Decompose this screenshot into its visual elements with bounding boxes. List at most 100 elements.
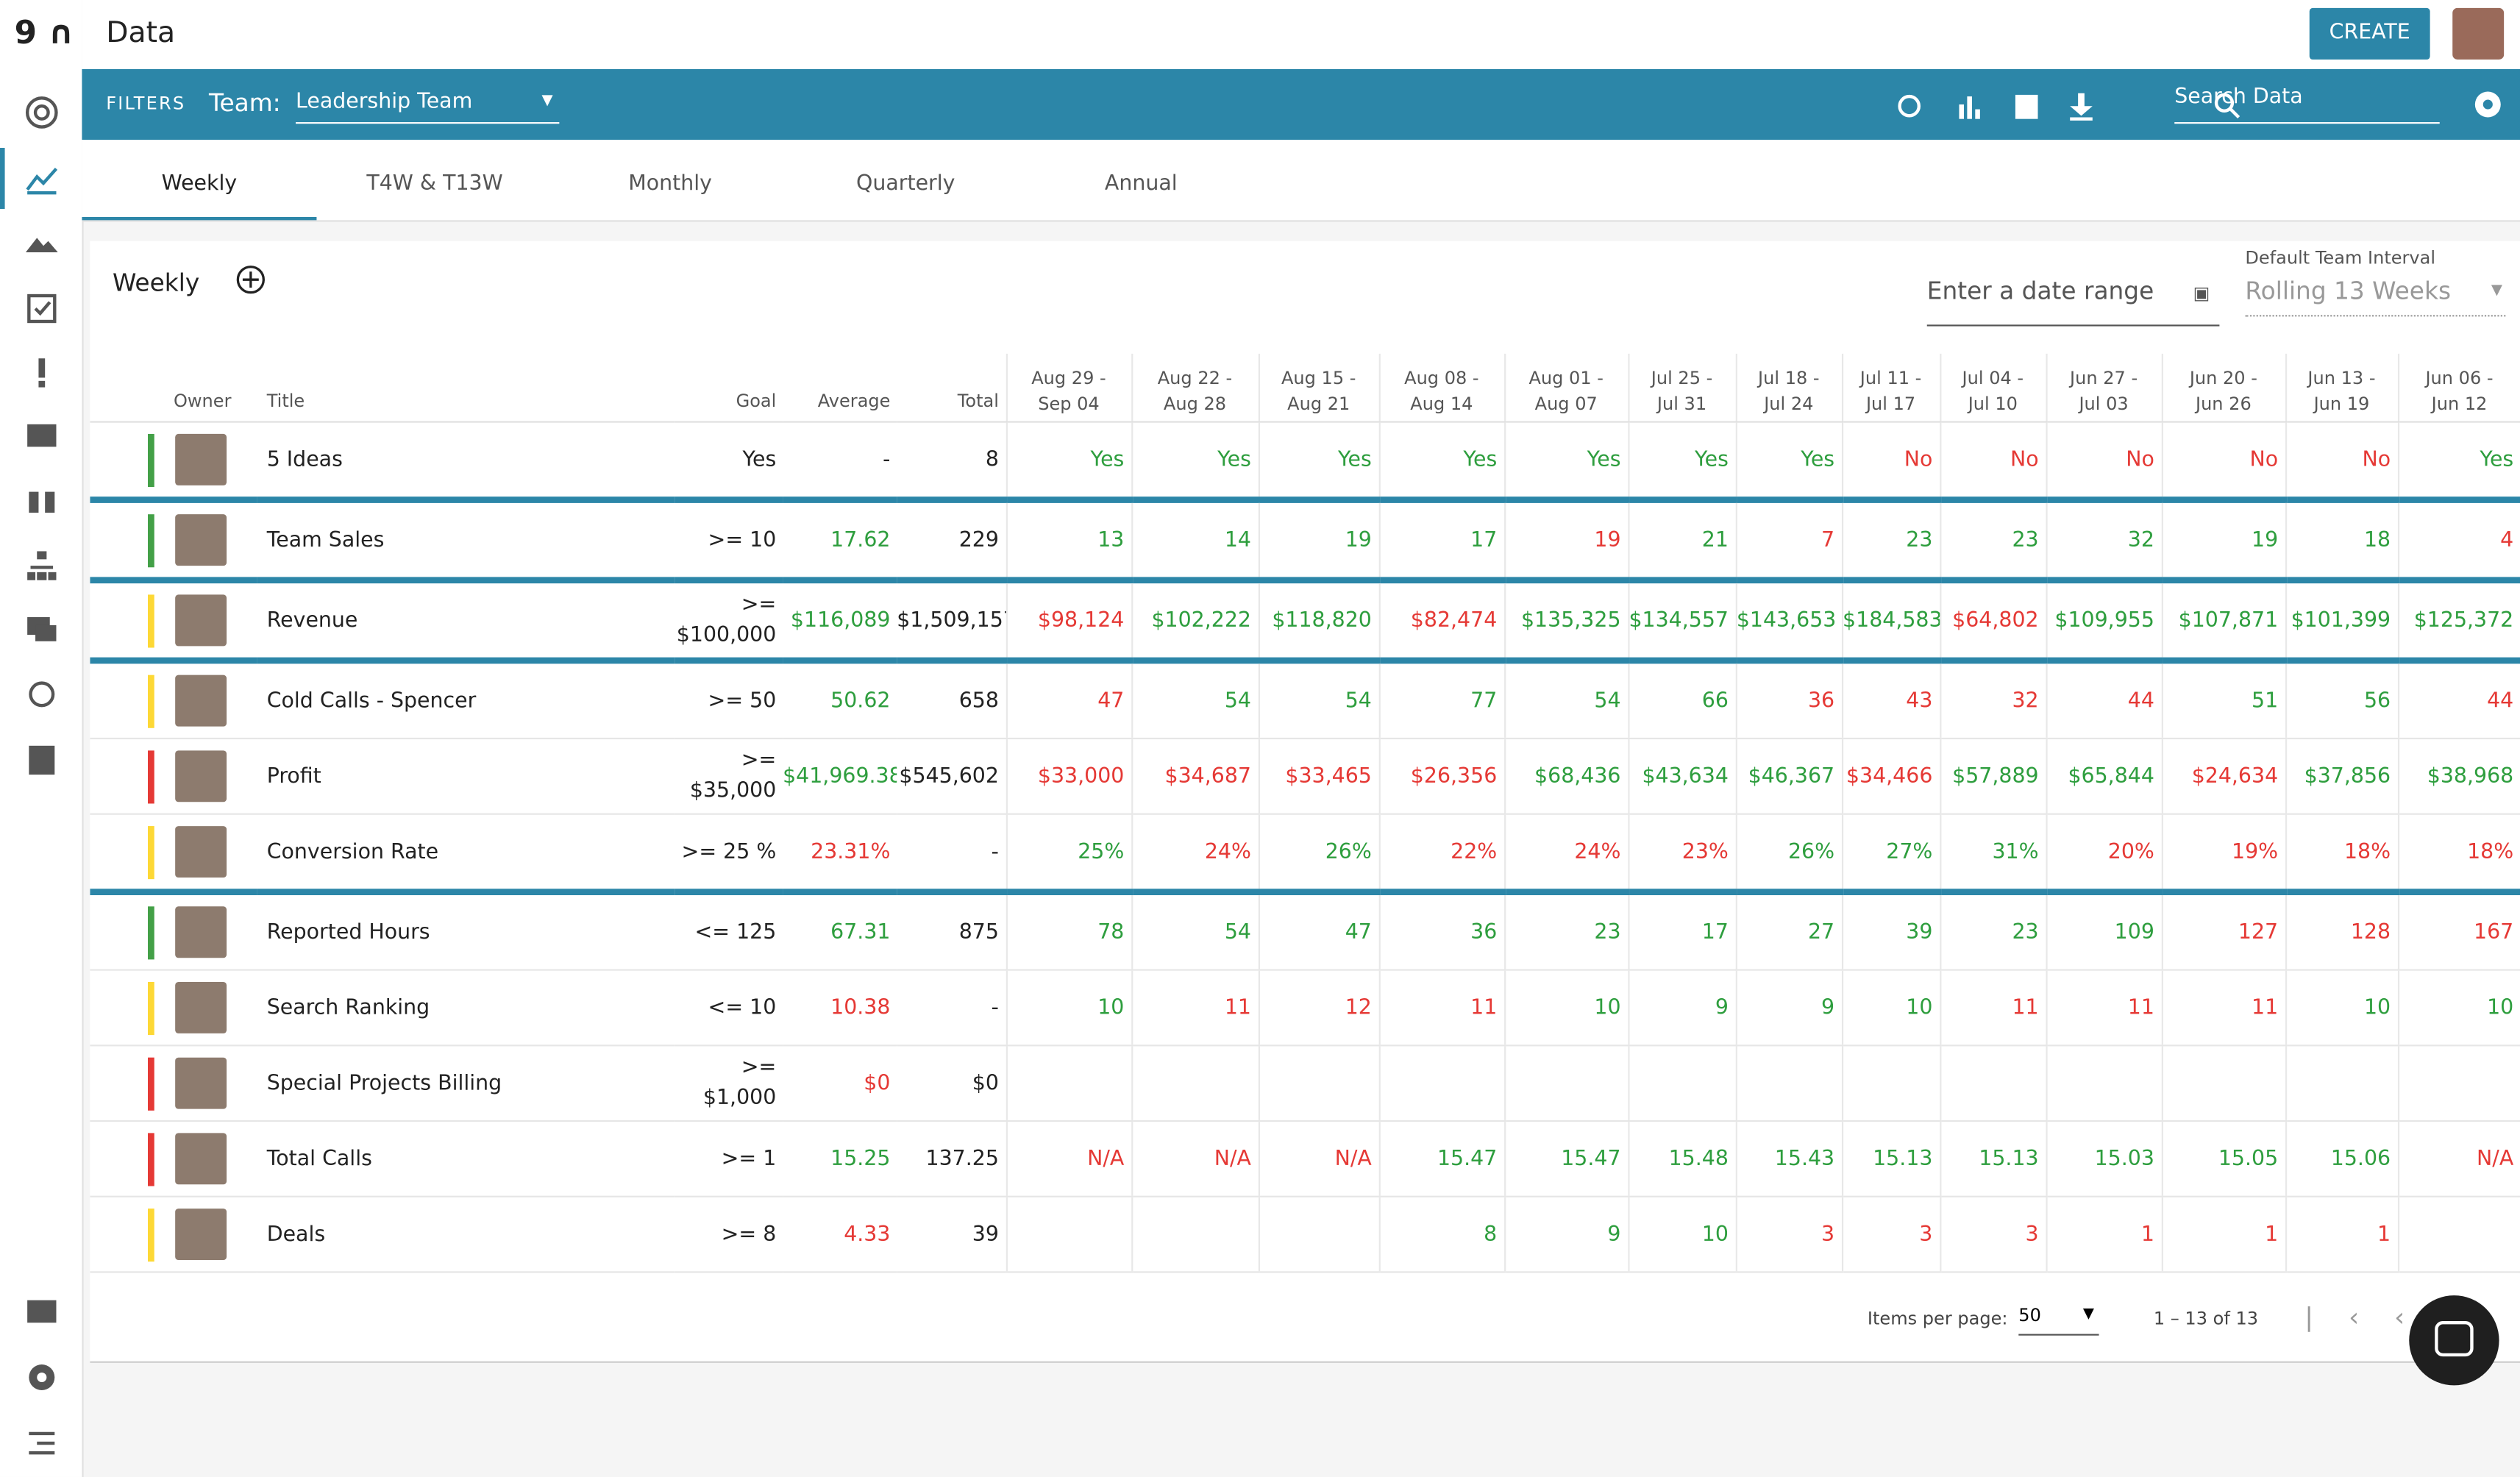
nav-meetings[interactable] [24,612,60,647]
week-header: Jun 13 - Jun 19 [2284,353,2398,423]
week-value: 27% [1840,814,1940,895]
week-value: $65,844 [2045,738,2162,815]
average: 23.31% [783,814,897,895]
average-header: Average [783,353,897,423]
week-value: 54 [1257,661,1379,740]
total: $545,602 [897,738,1006,815]
total: 39 [897,1196,1006,1273]
page-size-select[interactable]: 50 ▼ [2018,1305,2099,1336]
nav-settings[interactable] [24,1359,60,1395]
week-value: $43,634 [1627,738,1736,815]
total: $0 [897,1045,1006,1122]
nav-data[interactable] [24,160,60,196]
week-value: 1 [2045,1196,2162,1273]
week-value: 15.43 [1734,1121,1842,1197]
week-value: 56 [2284,661,2398,740]
row-title: Cold Calls - Spencer [257,661,675,740]
week-start: Jul 18 - [1758,368,1820,389]
status-bar [148,1133,154,1186]
week-value: 7 [1734,499,1842,584]
table-row[interactable]: Total Calls >= 1 15.25 137.25 N/A N/A N/A 15.47… [90,1121,2520,1197]
owner-avatar [175,906,227,958]
tab[interactable]: Annual [1104,171,1178,196]
week-start: Jun 27 - [2070,368,2138,389]
week-value: 11 [1131,969,1259,1047]
week-value: $57,889 [1939,738,2046,815]
search-input[interactable]: Search Data [2174,85,2440,124]
nav-todos[interactable] [24,291,60,326]
tab[interactable]: Monthly [628,171,713,196]
week-value [1005,1045,1132,1122]
chat-launcher[interactable] [2409,1295,2499,1386]
tab[interactable]: Weekly [82,140,317,221]
week-value: 44 [2045,661,2162,740]
table-row[interactable]: Cold Calls - Spencer >= 50 50.62 658 47 54 54 7… [90,661,2520,740]
team-value: Leadership Team [296,90,473,115]
week-value: N/A [1005,1121,1132,1197]
average: $0 [783,1045,897,1122]
owner-label: Owner [173,390,232,412]
week-value: $33,000 [1005,738,1132,815]
nav-vision[interactable] [24,484,60,519]
user-avatar[interactable] [2452,7,2505,60]
add-button[interactable] [235,263,267,296]
nav-rocks[interactable] [24,227,60,262]
week-value: 23 [1939,891,2046,971]
week-value: 21 [1627,499,1736,584]
week-value: 12 [1257,969,1379,1047]
tab[interactable]: Quarterly [855,171,955,196]
refresh-icon[interactable] [1898,94,1921,118]
nav-org[interactable] [24,548,60,583]
week-end: Aug 14 [1410,394,1473,415]
nav-process[interactable] [24,677,60,712]
week-value [1378,1045,1505,1122]
nav-headlines[interactable] [24,419,60,455]
date-range-input[interactable]: Enter a date range ▣ [1926,277,2220,327]
sidebar: 9 ∩ [0,0,84,1477]
table-row[interactable]: Search Ranking <= 10 10.38-10 11 12 11 10 9 9 10 1… [90,969,2520,1047]
nav-people[interactable] [24,742,60,777]
settings-icon[interactable] [2471,88,2504,121]
nav-feedback[interactable] [24,1295,60,1331]
chart-icon[interactable] [1959,96,1980,119]
week-value: 109 [2045,891,2162,971]
week-value: Yes [1627,421,1736,503]
interval-select[interactable]: Rolling 13 Weeks ▼ [2245,277,2506,317]
goal: Yes [675,421,783,503]
nav-goals[interactable] [24,95,60,130]
table-row[interactable]: Reported Hours <= 125 67.31 875 78 54 47 36 23 17… [90,891,2520,971]
table-row[interactable]: Deals >= 8 4.33 39 8 9 10 3 3 3 1 1 1 [90,1196,2520,1273]
download-icon[interactable] [2070,93,2093,121]
nav-issues[interactable] [24,355,60,391]
title-header: Title [257,353,675,423]
week-value: Yes [1378,421,1505,503]
week-value: $102,222 [1131,580,1259,664]
tab[interactable]: T4W & T13W [366,171,503,196]
create-button[interactable]: CREATE [2309,7,2430,60]
week-value: 1 [2284,1196,2398,1273]
status-bar [148,826,154,880]
week-value [2396,1196,2520,1273]
week-value: 78 [1005,891,1132,971]
week-header: Aug 01 - Aug 07 [1503,353,1629,423]
week-end: Aug 28 [1163,394,1227,415]
table-row[interactable]: Revenue >= $100,000 $116,089 $1,509,157 $98,… [90,580,2520,664]
week-value [1005,1196,1132,1273]
week-value: Yes [1257,421,1379,503]
week-value: 39 [1840,891,1940,971]
table-row[interactable]: Special Projects Billing >= $1,000 $0 $0 [90,1045,2520,1122]
table-row[interactable]: Team Sales >= 10 17.62 229 13 14 19 17 19 21 7 23 23… [90,499,2520,584]
table-row[interactable]: Conversion Rate >= 25 % 23.31% -25% 24% 26% 22… [90,814,2520,895]
week-value: $34,466 [1840,738,1940,815]
pdf-icon[interactable] [2015,94,2038,119]
table-row[interactable]: Profit >= $35,000 $41,969.38 $545,602 $33,00… [90,738,2520,815]
team-select[interactable]: Leadership Team ▼ [296,90,560,124]
average: 15.25 [783,1121,897,1197]
nav-collapse[interactable] [24,1426,60,1461]
table-row[interactable]: 5 Ideas Yes -8 Yes Yes Yes Yes Yes Yes Yes No No No N… [90,421,2520,503]
week-value: Yes [1734,421,1842,503]
week-value: 10 [2396,969,2520,1047]
week-value: Yes [1503,421,1629,503]
week-value: 26% [1734,814,1842,895]
week-value: Yes [1005,421,1132,503]
